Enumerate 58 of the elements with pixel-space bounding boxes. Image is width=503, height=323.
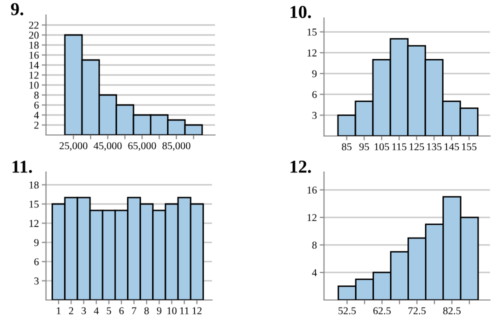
y-tick-label: 3 <box>312 112 317 119</box>
x-tick-label: 4 <box>94 307 99 314</box>
y-tick-label: 12 <box>308 49 316 56</box>
y-tick-label: 14 <box>30 62 39 69</box>
x-tick-label: 9 <box>156 307 162 314</box>
y-tick-label: 18 <box>30 181 39 189</box>
y-tick-label: 10 <box>30 82 39 89</box>
chart-title: 10. <box>290 6 311 18</box>
x-tick-label: 7 <box>132 307 136 314</box>
chart-title: 12. <box>290 160 311 173</box>
y-tick-label: 12 <box>30 220 38 227</box>
y-tick-label: 12 <box>30 72 38 79</box>
y-tick-label: 6 <box>312 91 317 98</box>
x-tick-label: 72.5 <box>408 307 426 314</box>
chart-title: 9. <box>11 3 24 16</box>
x-tick-label: 3 <box>82 307 86 314</box>
x-tick-label: 135 <box>427 143 442 150</box>
x-tick-label: 10 <box>167 307 177 314</box>
x-tick-label: 62.5 <box>373 307 391 314</box>
x-tick-label: 8 <box>144 307 149 314</box>
x-tick-label: 52.5 <box>338 307 356 314</box>
x-tick-label: 82.5 <box>443 307 461 314</box>
x-tick-label: 12 <box>192 307 202 314</box>
y-tick-label: 12 <box>308 214 316 222</box>
y-tick-label: 15 <box>30 200 39 208</box>
x-tick-label: 85 <box>342 143 352 150</box>
y-tick-label: 6 <box>34 258 39 266</box>
x-tick-label: 85,000 <box>162 142 190 151</box>
x-tick-label: 45,000 <box>94 142 122 151</box>
x-tick-label: 6 <box>119 307 124 314</box>
x-tick-label: 155 <box>462 143 476 150</box>
x-tick-label: 125 <box>410 143 424 150</box>
y-tick-label: 6 <box>34 102 39 109</box>
y-tick-label: 16 <box>30 52 39 59</box>
y-tick-label: 2 <box>34 122 38 129</box>
y-tick-label: 3 <box>34 278 39 285</box>
x-tick-label: 65,000 <box>128 142 156 151</box>
y-tick-label: 15 <box>308 28 317 36</box>
y-tick-label: 9 <box>34 239 39 246</box>
y-tick-label: 4 <box>312 269 317 276</box>
y-tick-label: 4 <box>34 112 39 119</box>
y-tick-label: 22 <box>29 22 38 29</box>
x-tick-label: 11 <box>180 307 189 314</box>
chart-title: 11. <box>12 160 32 173</box>
x-tick-label: 1 <box>56 307 61 314</box>
x-tick-label: 95 <box>359 143 369 150</box>
x-tick-label: 2 <box>69 307 74 314</box>
x-tick-label: 105 <box>374 143 390 150</box>
x-tick-label: 115 <box>392 143 406 150</box>
x-tick-label: 5 <box>106 307 112 314</box>
y-tick-label: 9 <box>312 70 317 78</box>
y-tick-label: 18 <box>30 42 39 49</box>
y-tick-label: 8 <box>312 242 317 249</box>
x-tick-label: 25,000 <box>60 142 88 151</box>
x-tick-label: 145 <box>444 143 459 150</box>
y-tick-label: 8 <box>34 92 39 99</box>
y-tick-label: 20 <box>29 32 39 39</box>
y-tick-label: 16 <box>308 186 317 194</box>
